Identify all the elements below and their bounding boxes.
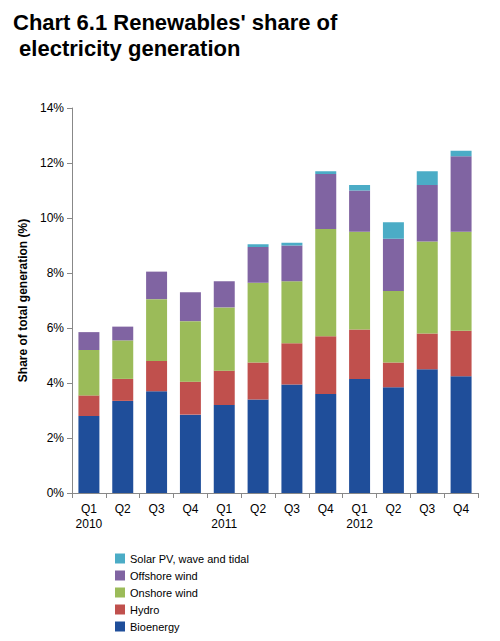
svg-text:Q2: Q2 [115, 502, 131, 516]
svg-text:Q4: Q4 [182, 502, 198, 516]
svg-text:14%: 14% [40, 101, 64, 115]
svg-text:Q1: Q1 [352, 502, 368, 516]
svg-text:electricity generation: electricity generation [13, 36, 240, 61]
svg-text:2%: 2% [47, 431, 65, 445]
svg-text:Share of total generation (%): Share of total generation (%) [16, 219, 30, 382]
svg-text:8%: 8% [47, 266, 65, 280]
svg-text:4%: 4% [47, 376, 65, 390]
svg-text:Q4: Q4 [453, 502, 469, 516]
svg-text:Solar PV, wave and tidal: Solar PV, wave and tidal [130, 553, 249, 565]
svg-text:Offshore wind: Offshore wind [130, 570, 198, 582]
svg-text:10%: 10% [40, 211, 64, 225]
svg-text:Chart 6.1 Renewables' share of: Chart 6.1 Renewables' share of [13, 10, 338, 35]
svg-text:2011: 2011 [211, 517, 237, 531]
svg-text:Bioenergy: Bioenergy [130, 621, 180, 633]
svg-text:Q3: Q3 [149, 502, 165, 516]
svg-text:0%: 0% [47, 486, 65, 500]
svg-text:2010: 2010 [76, 517, 103, 531]
svg-text:Q4: Q4 [318, 502, 334, 516]
svg-text:Onshore wind: Onshore wind [130, 587, 198, 599]
svg-text:6%: 6% [47, 321, 65, 335]
svg-text:2012: 2012 [346, 517, 373, 531]
svg-text:Q1: Q1 [216, 502, 232, 516]
svg-text:Hydro: Hydro [130, 604, 159, 616]
svg-text:Q2: Q2 [385, 502, 401, 516]
svg-text:Q1: Q1 [81, 502, 97, 516]
svg-text:12%: 12% [40, 156, 64, 170]
svg-text:Q3: Q3 [419, 502, 435, 516]
svg-text:Q3: Q3 [284, 502, 300, 516]
svg-text:Q2: Q2 [250, 502, 266, 516]
